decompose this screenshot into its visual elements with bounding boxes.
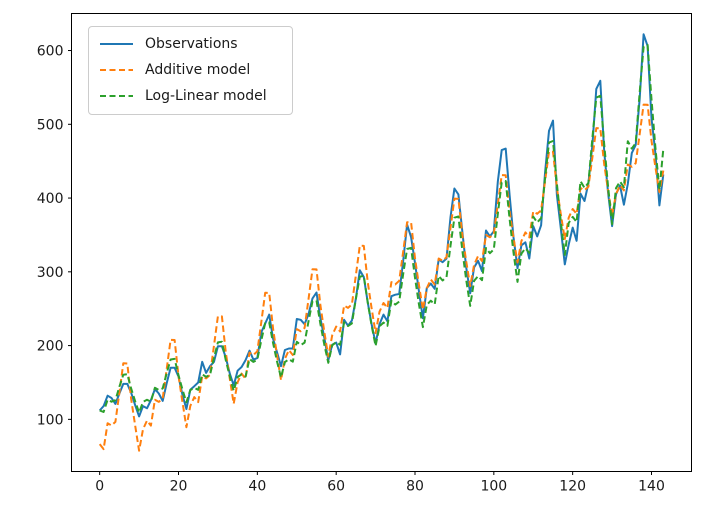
legend-label-observations: Observations [145,36,238,52]
observations-line [98,33,665,418]
x-axis-tick-label: 120 [559,479,586,495]
x-axis-tick-label: 80 [406,479,424,495]
legend: Observations Additive model Log-Linear m… [88,26,293,115]
y-axis-tick-label: 300 [37,265,64,281]
observations-line-sample-icon [100,43,133,45]
plot-border [71,13,692,472]
y-axis-tick-label: 500 [37,117,64,133]
y-axis-tick-label: 200 [37,339,64,355]
x-axis-tick-label: 0 [95,479,104,495]
additive-model-line-sample-icon [100,69,133,71]
x-axis-tick-label: 20 [170,479,188,495]
y-axis-tick-label: 600 [37,44,64,60]
x-axis-tick-label: 40 [248,479,266,495]
additive-model-line [98,103,665,452]
x-axis-tick-label: 140 [638,479,665,495]
log-linear-model-line [99,43,665,414]
x-axis-tick-label: 100 [480,479,507,495]
legend-item-observations: Observations [100,35,281,53]
log-linear-model-line-sample-icon [100,95,133,97]
legend-label-log-linear-model: Log-Linear model [145,88,267,104]
legend-label-additive-model: Additive model [145,62,251,78]
y-axis-tick-label: 400 [37,191,64,207]
x-axis-tick-label: 60 [327,479,345,495]
legend-item-additive-model: Additive model [100,61,281,79]
legend-item-log-linear-model: Log-Linear model [100,87,281,105]
y-axis-tick-label: 100 [37,412,64,428]
